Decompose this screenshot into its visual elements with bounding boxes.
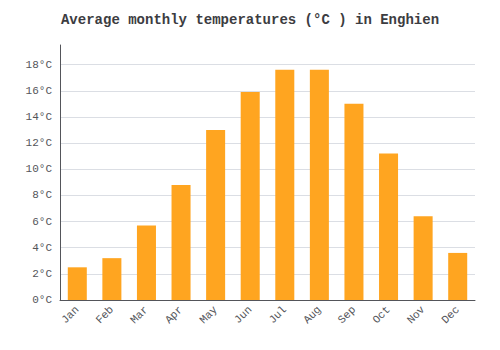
svg-text:0°C: 0°C: [32, 294, 52, 306]
svg-text:14°C: 14°C: [26, 111, 53, 123]
svg-text:May: May: [197, 303, 220, 326]
svg-text:Nov: Nov: [405, 303, 428, 326]
svg-text:Jun: Jun: [232, 304, 254, 326]
svg-text:Aug: Aug: [301, 304, 323, 326]
svg-text:Average monthly temperatures (: Average monthly temperatures (°C ) in En…: [61, 12, 439, 28]
svg-text:2°C: 2°C: [32, 268, 52, 280]
svg-text:12°C: 12°C: [26, 137, 53, 149]
svg-text:4°C: 4°C: [32, 242, 52, 254]
svg-text:Feb: Feb: [94, 304, 116, 326]
svg-text:Mar: Mar: [128, 304, 150, 326]
svg-text:8°C: 8°C: [32, 189, 52, 201]
svg-text:16°C: 16°C: [26, 85, 53, 97]
svg-text:6°C: 6°C: [32, 216, 52, 228]
svg-text:Jul: Jul: [267, 304, 289, 326]
svg-text:10°C: 10°C: [26, 163, 53, 175]
svg-text:18°C: 18°C: [26, 59, 53, 71]
svg-text:Dec: Dec: [439, 304, 461, 326]
svg-text:Apr: Apr: [163, 304, 185, 326]
svg-text:Oct: Oct: [370, 304, 392, 326]
svg-text:Jan: Jan: [59, 304, 81, 326]
svg-text:Sep: Sep: [336, 304, 358, 326]
